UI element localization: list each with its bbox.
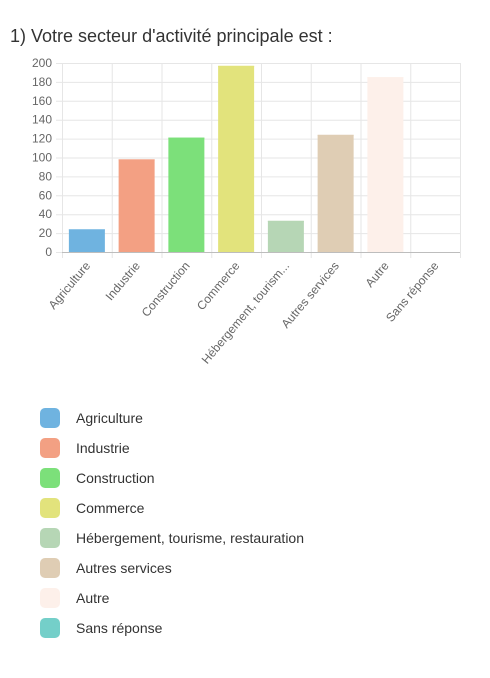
legend-item[interactable]: Autres services (40, 553, 304, 583)
x-tick-label: Agriculture (46, 259, 94, 312)
y-tick-label: 120 (32, 132, 52, 146)
x-tick-label: Commerce (194, 259, 243, 313)
legend-item[interactable]: Autre (40, 583, 304, 613)
legend-swatch (40, 498, 60, 518)
legend-label: Autre (76, 590, 110, 606)
legend-item[interactable]: Construction (40, 463, 304, 493)
legend: Agriculture Industrie Construction Comme… (40, 403, 304, 643)
y-tick-label: 100 (32, 151, 52, 165)
legend-item[interactable]: Commerce (40, 493, 304, 523)
x-tick-label: Sans réponse (383, 259, 442, 325)
y-tick-label: 0 (45, 245, 52, 259)
x-tick-label: Construction (139, 259, 193, 320)
legend-swatch (40, 438, 60, 458)
bar[interactable] (168, 137, 205, 252)
x-tick-label: Industrie (103, 259, 144, 304)
y-tick-label: 180 (32, 75, 52, 89)
y-tick-label: 20 (39, 226, 53, 240)
legend-swatch (40, 408, 60, 428)
legend-label: Agriculture (76, 410, 143, 426)
bar[interactable] (317, 134, 354, 252)
legend-swatch (40, 588, 60, 608)
x-tick-label: Autre (363, 259, 392, 290)
y-tick-label: 80 (39, 169, 53, 183)
bar[interactable] (267, 220, 304, 252)
legend-label: Commerce (76, 500, 145, 516)
legend-swatch (40, 468, 60, 488)
bars (68, 65, 404, 253)
legend-label: Sans réponse (76, 620, 163, 636)
legend-label: Autres services (76, 560, 172, 576)
chart-title: 1) Votre secteur d'activité principale e… (10, 26, 333, 46)
legend-swatch (40, 558, 60, 578)
y-tick-label: 60 (39, 188, 53, 202)
y-axis: 0 20 40 60 80 100 120 140 160 180 200 (32, 56, 52, 259)
y-tick-label: 140 (32, 113, 52, 127)
legend-item[interactable]: Hébergement, tourisme, restauration (40, 523, 304, 553)
x-tick-label: Hébergement, tourism... (199, 259, 292, 367)
legend-item[interactable]: Industrie (40, 433, 304, 463)
legend-item[interactable]: Agriculture (40, 403, 304, 433)
bar[interactable] (68, 229, 105, 252)
y-tick-label: 160 (32, 94, 52, 108)
legend-swatch (40, 528, 60, 548)
y-tick-label: 40 (39, 207, 53, 221)
legend-label: Construction (76, 470, 155, 486)
bar[interactable] (218, 65, 255, 253)
bar-chart: 0 20 40 60 80 100 120 140 160 180 200 Agriculture I… (32, 56, 461, 367)
bar[interactable] (367, 77, 404, 252)
legend-label: Hébergement, tourisme, restauration (76, 530, 304, 546)
legend-swatch (40, 618, 60, 638)
bar[interactable] (118, 159, 155, 252)
legend-label: Industrie (76, 440, 130, 456)
legend-item[interactable]: Sans réponse (40, 613, 304, 643)
y-tick-label: 200 (32, 56, 52, 70)
